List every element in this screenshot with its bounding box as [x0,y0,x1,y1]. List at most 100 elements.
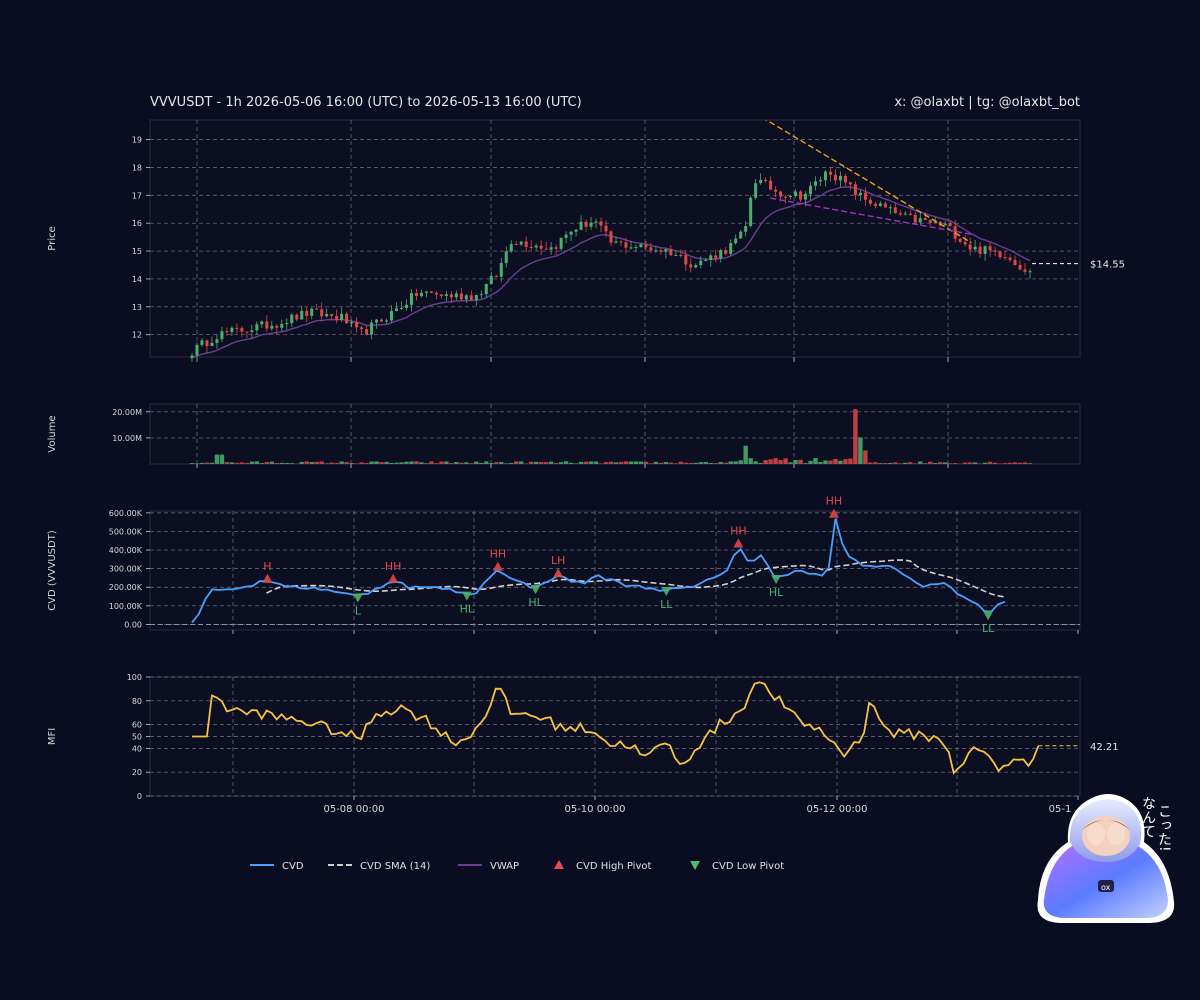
mfi-ytick-label-1: 20 [132,768,142,777]
volume-bar [823,460,828,464]
candle-body [280,323,284,328]
candle-body [659,250,663,252]
candle-body [205,340,209,346]
cvd-pivot-label-2: HH [385,560,402,573]
volume-bar [883,463,888,464]
candle-body [335,315,339,320]
volume-bar [504,463,509,464]
volume-bar [923,463,928,464]
candle-body [419,292,423,297]
candle-body [863,192,867,200]
candle-body [704,259,708,261]
candle-body [235,327,239,329]
candle-body [519,241,523,245]
volume-bar [663,462,669,464]
cvd-ytick-label-6: 600.00K [109,509,143,518]
price-ytick-label-1: 13 [132,303,142,312]
candle-body [629,247,633,249]
volume-bar [444,461,449,464]
candle-body [459,293,463,300]
volume-bar [818,462,823,464]
candle-body [639,244,643,247]
legend-swatch-3 [554,860,564,869]
price-panel-frame [149,119,1081,358]
candle-body [749,197,753,227]
candle-body [933,221,937,223]
volume-bar [668,462,674,464]
candle-body [215,339,219,343]
candle-body [804,193,808,200]
volume-bar [628,461,634,464]
candle-body [838,175,842,181]
cvd-low-pivot-5 [530,585,541,595]
price-ytick-label-0: 12 [132,331,142,340]
cvd-ytick-label-3: 300.00K [109,565,143,574]
volume-bar [947,463,953,464]
volume-bar [638,461,644,464]
volume-bar [848,458,853,464]
volume-bar [339,461,344,464]
volume-bar [688,462,694,464]
volume-bar [309,462,314,464]
candle-body [594,221,598,223]
volume-bar [414,461,419,464]
candle-body [799,191,803,200]
volume-bar [598,463,604,464]
volume-bar [404,461,409,464]
candle-body [744,226,748,232]
candle-body [1013,259,1017,266]
volume-bar [768,459,773,464]
candle-body [903,213,907,215]
candle-body [395,308,399,311]
volume-bar [199,462,205,464]
volume-bar [972,462,978,464]
candle-body [784,196,788,198]
candle-body [814,181,818,186]
cvd-low-pivot-11 [983,611,994,621]
volume-bar [259,463,265,464]
candle-body [315,308,319,310]
candle-body [285,323,289,325]
candle-body [853,184,857,196]
candle-body [479,294,483,296]
volume-bar [1017,462,1023,464]
volume-bar [349,463,354,464]
candle-body [918,218,922,223]
volume-bar [454,461,459,464]
volume-bar [548,461,554,464]
candle-body [689,264,693,268]
volume-bar [464,462,469,464]
cvd-line [191,518,1006,624]
price-ytick-label-4: 16 [132,219,142,228]
chart-title: VVVUSDT - 1h 2026-05-06 16:00 (UTC) to 2… [150,95,582,110]
cvd-pivot-label-3: HL [460,603,475,616]
candle-body [494,276,498,278]
volume-bar [813,458,818,464]
cvd-pivot-label-11: LL [982,622,995,635]
cvd-low-pivot-3 [461,591,472,601]
candle-body [664,249,668,252]
candle-body [714,255,718,259]
candle-body [409,293,413,305]
cvd-pivot-label-0: H [263,560,271,573]
candle-body [464,295,468,300]
candle-body [809,185,813,194]
mfi-axis-label: MFI [47,728,58,745]
candle-body [1023,269,1027,272]
candle-body [978,246,982,254]
cvd-pivot-label-9: HL [769,586,784,599]
candle-body [320,309,324,317]
mascot-sticker: ox こった! なんて [1030,790,1180,930]
candle-body [923,218,927,221]
mascot-text-left: なんて [1140,796,1156,838]
candle-body [245,331,249,333]
x-axis-tick-label-2: 05-12 00:00 [806,804,867,815]
candle-body [380,319,384,322]
candle-body [998,251,1002,258]
candle-body [828,171,832,175]
volume-bar [633,461,639,464]
volume-bar [593,461,599,464]
volume-bar [967,462,973,464]
candle-body [330,314,334,316]
